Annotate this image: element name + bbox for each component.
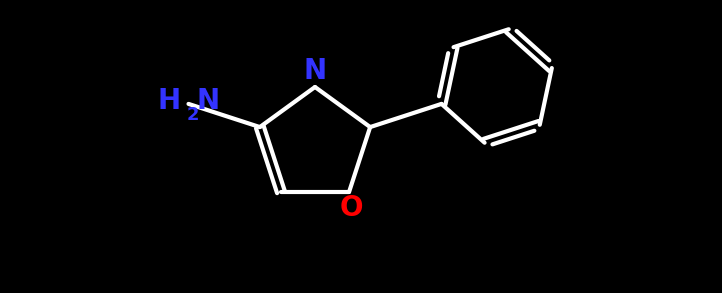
Text: N: N xyxy=(303,57,326,85)
Text: N: N xyxy=(196,87,219,115)
Text: 2: 2 xyxy=(186,106,199,124)
Text: H: H xyxy=(157,87,180,115)
Text: O: O xyxy=(339,194,363,222)
